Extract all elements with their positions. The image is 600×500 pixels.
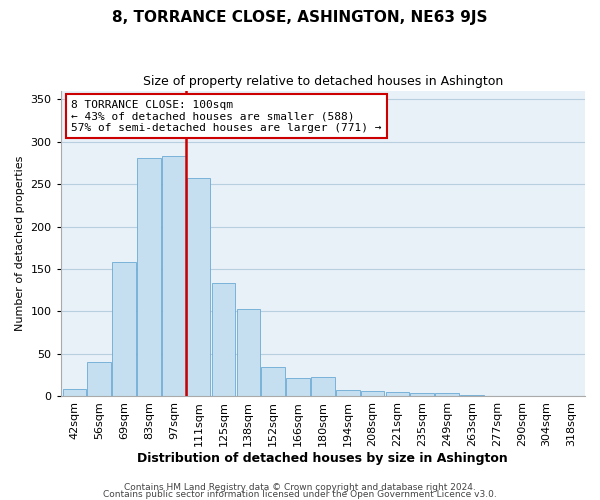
Bar: [62, 389, 86, 396]
Bar: [410, 393, 434, 396]
Bar: [88, 362, 111, 396]
Text: Contains HM Land Registry data © Crown copyright and database right 2024.: Contains HM Land Registry data © Crown c…: [124, 484, 476, 492]
Bar: [137, 158, 161, 396]
Text: Contains public sector information licensed under the Open Government Licence v3: Contains public sector information licen…: [103, 490, 497, 499]
Bar: [386, 392, 409, 396]
Bar: [361, 392, 385, 396]
Bar: [336, 390, 359, 396]
Text: 8 TORRANCE CLOSE: 100sqm
← 43% of detached houses are smaller (588)
57% of semi-: 8 TORRANCE CLOSE: 100sqm ← 43% of detach…: [71, 100, 382, 133]
Bar: [311, 377, 335, 396]
Y-axis label: Number of detached properties: Number of detached properties: [15, 156, 25, 331]
Bar: [162, 156, 185, 396]
Bar: [212, 284, 235, 397]
Bar: [187, 178, 211, 396]
Bar: [460, 395, 484, 396]
Title: Size of property relative to detached houses in Ashington: Size of property relative to detached ho…: [143, 75, 503, 88]
X-axis label: Distribution of detached houses by size in Ashington: Distribution of detached houses by size …: [137, 452, 508, 465]
Bar: [286, 378, 310, 396]
Bar: [112, 262, 136, 396]
Bar: [435, 393, 459, 396]
Bar: [262, 366, 285, 396]
Bar: [236, 309, 260, 396]
Text: 8, TORRANCE CLOSE, ASHINGTON, NE63 9JS: 8, TORRANCE CLOSE, ASHINGTON, NE63 9JS: [112, 10, 488, 25]
